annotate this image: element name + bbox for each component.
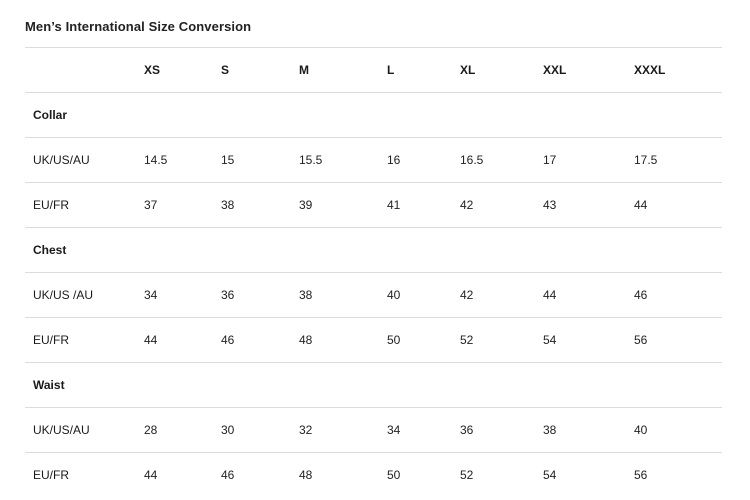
section-row-chest: Chest xyxy=(25,228,722,273)
table-cell: 46 xyxy=(221,318,299,363)
table-cell: 40 xyxy=(387,273,460,318)
size-header-l: L xyxy=(387,48,460,93)
size-header-s: S xyxy=(221,48,299,93)
section-row-waist: Waist xyxy=(25,363,722,408)
size-header-xxxl: XXXL xyxy=(634,48,722,93)
section-title-chest: Chest xyxy=(25,228,722,273)
header-empty-cell xyxy=(25,48,144,93)
section-title-waist: Waist xyxy=(25,363,722,408)
table-cell: 36 xyxy=(460,408,543,453)
table-cell: 42 xyxy=(460,273,543,318)
row-label: EU/FR xyxy=(25,183,144,228)
table-cell: 38 xyxy=(299,273,387,318)
table-row: EU/FR 37 38 39 41 42 43 44 xyxy=(25,183,722,228)
table-row: UK/US /AU 34 36 38 40 42 44 46 xyxy=(25,273,722,318)
table-row: EU/FR 44 46 48 50 52 54 56 xyxy=(25,318,722,363)
table-cell: 41 xyxy=(387,183,460,228)
section-row-collar: Collar xyxy=(25,93,722,138)
size-header-xs: XS xyxy=(144,48,221,93)
table-cell: 17 xyxy=(543,138,634,183)
row-label: UK/US/AU xyxy=(25,138,144,183)
table-cell: 28 xyxy=(144,408,221,453)
table-cell: 42 xyxy=(460,183,543,228)
table-cell: 15 xyxy=(221,138,299,183)
table-cell: 44 xyxy=(543,273,634,318)
table-cell: 38 xyxy=(221,183,299,228)
table-cell: 50 xyxy=(387,453,460,498)
size-header-m: M xyxy=(299,48,387,93)
row-label: EU/FR xyxy=(25,453,144,498)
table-cell: 36 xyxy=(221,273,299,318)
size-header-row: XS S M L XL XXL XXXL xyxy=(25,48,722,93)
table-cell: 56 xyxy=(634,318,722,363)
table-cell: 48 xyxy=(299,453,387,498)
table-row: UK/US/AU 14.5 15 15.5 16 16.5 17 17.5 xyxy=(25,138,722,183)
row-label: UK/US/AU xyxy=(25,408,144,453)
table-cell: 34 xyxy=(387,408,460,453)
table-cell: 56 xyxy=(634,453,722,498)
size-conversion-table: XS S M L XL XXL XXXL Collar UK/US/AU 14.… xyxy=(25,47,722,497)
table-cell: 37 xyxy=(144,183,221,228)
table-cell: 15.5 xyxy=(299,138,387,183)
table-cell: 44 xyxy=(144,453,221,498)
table-cell: 40 xyxy=(634,408,722,453)
page-title: Men’s International Size Conversion xyxy=(25,19,251,34)
table-cell: 43 xyxy=(543,183,634,228)
table-cell: 54 xyxy=(543,318,634,363)
table-cell: 16.5 xyxy=(460,138,543,183)
section-title-collar: Collar xyxy=(25,93,722,138)
table-cell: 38 xyxy=(543,408,634,453)
size-header-xxl: XXL xyxy=(543,48,634,93)
table-cell: 17.5 xyxy=(634,138,722,183)
table-cell: 46 xyxy=(221,453,299,498)
table-cell: 16 xyxy=(387,138,460,183)
table-cell: 54 xyxy=(543,453,634,498)
size-header-xl: XL xyxy=(460,48,543,93)
table-cell: 14.5 xyxy=(144,138,221,183)
table-cell: 34 xyxy=(144,273,221,318)
table-cell: 52 xyxy=(460,318,543,363)
table-cell: 46 xyxy=(634,273,722,318)
row-label: UK/US /AU xyxy=(25,273,144,318)
table-cell: 32 xyxy=(299,408,387,453)
table-cell: 30 xyxy=(221,408,299,453)
table-cell: 44 xyxy=(144,318,221,363)
table-cell: 44 xyxy=(634,183,722,228)
table-cell: 52 xyxy=(460,453,543,498)
row-label: EU/FR xyxy=(25,318,144,363)
table-cell: 48 xyxy=(299,318,387,363)
table-cell: 39 xyxy=(299,183,387,228)
table-row: EU/FR 44 46 48 50 52 54 56 xyxy=(25,453,722,498)
table-cell: 50 xyxy=(387,318,460,363)
table-row: UK/US/AU 28 30 32 34 36 38 40 xyxy=(25,408,722,453)
